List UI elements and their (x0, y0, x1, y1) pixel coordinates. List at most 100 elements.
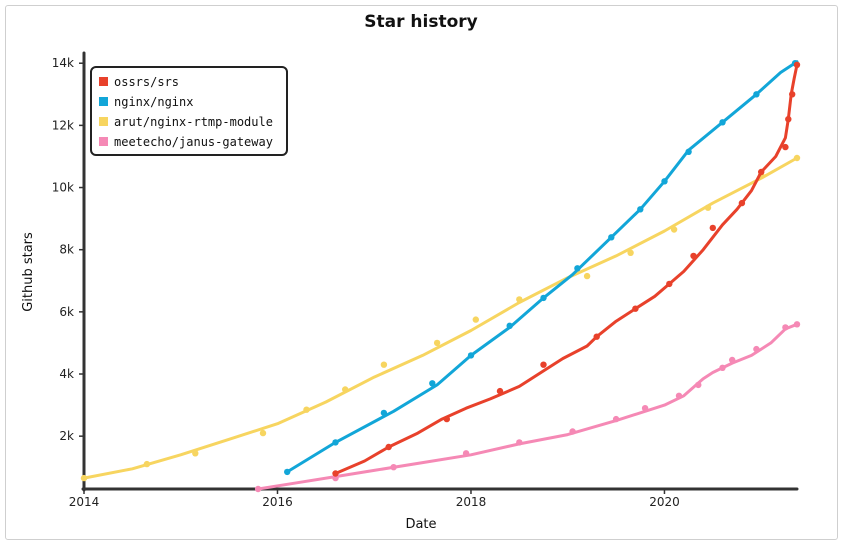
series-line (334, 63, 799, 475)
data-point (675, 392, 683, 399)
series-nginx-nginx (284, 60, 799, 476)
legend-item: meetecho/janus-gateway (99, 135, 273, 149)
data-point (666, 280, 673, 288)
data-point (380, 361, 388, 368)
data-point (695, 381, 702, 389)
data-point (332, 470, 339, 477)
legend-label: nginx/nginx (114, 95, 193, 109)
legend-swatch (99, 117, 108, 126)
legend: ossrs/srs nginx/nginx arut/nginx-rtmp-modu… (90, 66, 288, 156)
data-point (793, 321, 801, 328)
data-point (704, 204, 712, 211)
x-tick-label: 2018 (456, 495, 487, 509)
y-tick-label: 6k (59, 305, 74, 319)
data-point (782, 324, 789, 331)
data-point (259, 429, 267, 437)
y-tick-label: 12k (52, 118, 74, 132)
data-point (192, 450, 199, 457)
legend-swatch (99, 77, 108, 86)
legend-swatch (99, 137, 108, 146)
data-point (729, 356, 736, 364)
data-point (789, 91, 796, 98)
data-point (661, 178, 668, 185)
data-point (342, 386, 349, 393)
legend-item: ossrs/srs (99, 75, 179, 89)
data-point (785, 116, 792, 123)
data-point (612, 415, 620, 423)
data-point (496, 387, 504, 395)
data-point (709, 224, 716, 232)
data-point (793, 61, 801, 68)
y-axis-ticks: 2k 4k 6k 8k 10k 12k 14k (52, 56, 84, 443)
data-point (593, 333, 600, 340)
data-point (540, 361, 547, 368)
x-axis-label: Date (405, 517, 436, 532)
data-point (670, 226, 678, 233)
data-point (516, 439, 523, 446)
legend-box (90, 66, 288, 156)
data-point (540, 294, 547, 302)
series-line (82, 156, 799, 480)
legend-label: arut/nginx-rtmp-module (114, 115, 273, 129)
data-point (467, 352, 475, 359)
series-line (285, 60, 799, 474)
data-point (753, 91, 760, 98)
data-point (758, 168, 765, 176)
legend-item: nginx/nginx (99, 95, 193, 109)
data-point (637, 206, 644, 213)
y-tick-label: 10k (52, 181, 74, 195)
data-point (608, 234, 615, 241)
data-point (429, 380, 436, 387)
data-point (516, 296, 523, 303)
x-tick-label: 2016 (262, 495, 293, 509)
series-ossrs-srs (332, 61, 801, 477)
data-point (506, 322, 513, 329)
chart-title: Star history (364, 12, 477, 32)
data-point (462, 450, 470, 457)
x-tick-label: 2020 (649, 495, 680, 509)
data-point (380, 409, 388, 417)
y-tick-label: 2k (59, 429, 74, 443)
data-point (332, 439, 339, 446)
legend-swatch (99, 97, 108, 106)
series-meetecho-janus-gateway (254, 321, 801, 493)
data-point (719, 119, 726, 126)
y-tick-label: 8k (59, 243, 74, 257)
y-axis-label: Github stars (21, 232, 36, 312)
data-point (782, 143, 789, 151)
data-point (574, 265, 581, 272)
data-point (641, 405, 649, 412)
series-layer (80, 60, 801, 493)
x-tick-label: 2014 (69, 495, 100, 509)
data-point (793, 154, 801, 162)
x-axis-ticks: 2014 2016 2018 2020 (69, 489, 680, 509)
data-point (143, 460, 151, 468)
data-point (685, 148, 692, 155)
data-point (690, 252, 697, 260)
y-tick-label: 14k (52, 56, 74, 70)
data-point (332, 474, 339, 482)
data-point (80, 474, 88, 482)
data-point (753, 345, 760, 353)
data-point (627, 249, 634, 256)
legend-label: meetecho/janus-gateway (114, 135, 273, 149)
data-point (303, 406, 310, 413)
legend-label: ossrs/srs (114, 75, 179, 89)
data-point (719, 364, 726, 371)
legend-item: arut/nginx-rtmp-module (99, 115, 273, 129)
data-point (284, 468, 291, 476)
data-point (385, 443, 392, 451)
y-tick-label: 4k (59, 367, 74, 381)
data-point (254, 485, 262, 493)
series-line (256, 322, 799, 491)
data-point (632, 305, 639, 312)
series-arut-nginx-rtmp-module (80, 154, 801, 482)
data-point (443, 415, 450, 423)
data-point (569, 428, 576, 435)
data-point (472, 316, 479, 323)
data-point (390, 464, 397, 471)
data-point (433, 339, 441, 347)
data-point (583, 272, 591, 280)
data-point (738, 199, 746, 207)
